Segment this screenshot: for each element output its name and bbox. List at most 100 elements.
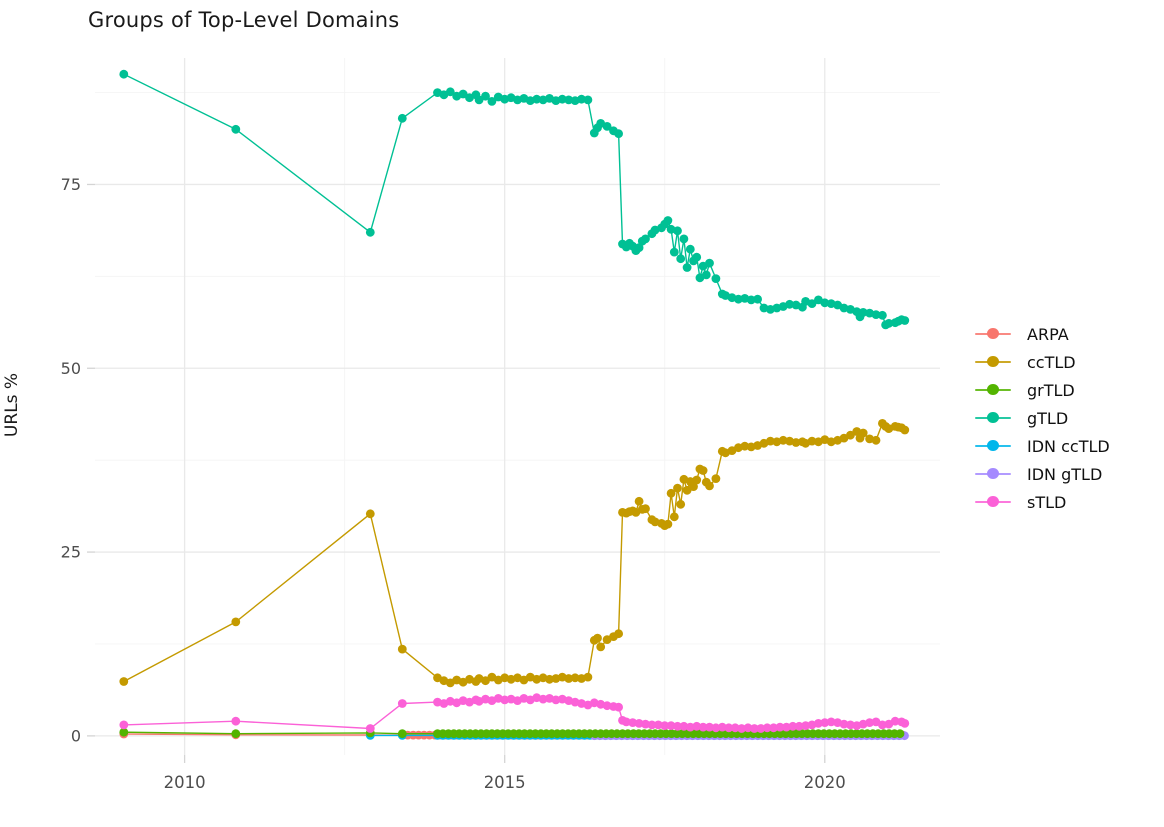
series-gTLD-point [746, 295, 756, 305]
series-gTLD-point [119, 69, 129, 79]
legend-item-IDN-ccTLD: IDN ccTLD [975, 432, 1110, 460]
series-ccTLD-point [740, 441, 750, 451]
legend-item-gTLD: gTLD [975, 404, 1110, 432]
legend-item-sTLD: sTLD [975, 488, 1110, 516]
series-gTLD-point [577, 94, 586, 104]
legend-label: ARPA [1027, 324, 1069, 344]
series-grTLD-point [119, 727, 129, 737]
legend-label: ccTLD [1027, 352, 1076, 372]
series-ccTLD-point [807, 436, 817, 446]
series-ccTLD-point [596, 642, 606, 652]
series-sTLD-point [801, 721, 810, 730]
series-sTLD-point [826, 717, 836, 727]
series-ccTLD-point [634, 496, 644, 506]
legend-key-grTLD [975, 383, 1011, 397]
series-sTLD-point [119, 720, 129, 730]
legend-key-sTLD [975, 495, 1011, 509]
series-gTLD-point [397, 113, 407, 123]
series-sTLD-point [756, 724, 766, 733]
legend-key-dot [987, 468, 999, 479]
series-sTLD-point [750, 724, 759, 733]
series-gTLD-point [858, 308, 868, 317]
series-ccTLD-point [871, 435, 881, 445]
series-gTLD-point [871, 310, 881, 319]
series-sTLD-point [628, 718, 638, 727]
series-ccTLD-point [791, 438, 801, 447]
x-tick-label: 2015 [484, 773, 526, 792]
series-gTLD-point [532, 94, 542, 104]
series-gTLD-point [711, 274, 721, 283]
series-ccTLD-point [669, 512, 679, 522]
legend-label: gTLD [1027, 408, 1069, 428]
series-sTLD-point [900, 719, 910, 728]
series-sTLD-point [846, 720, 855, 730]
legend-key-dot [987, 384, 999, 395]
series-gTLD-point [884, 319, 894, 328]
legend-label: grTLD [1027, 380, 1075, 400]
series-gTLD-point [753, 294, 762, 304]
series-ccTLD-point [676, 499, 686, 509]
series-sTLD-point [775, 722, 785, 732]
series-ccTLD-point [711, 474, 721, 483]
series-ccTLD-point [766, 436, 775, 446]
series-grTLD-point [397, 729, 407, 739]
series-sTLD-point [782, 722, 791, 732]
series-sTLD-point [698, 722, 708, 732]
series-ccTLD-point [682, 485, 692, 495]
series-ccTLD-point [481, 676, 490, 686]
legend-key-IDN-ccTLD [975, 439, 1011, 453]
series-sTLD-point [365, 724, 375, 733]
y-tick-label: 50 [61, 359, 81, 378]
series-gTLD-point [602, 122, 612, 131]
legend-key-dot [987, 328, 999, 339]
series-gTLD-point [458, 89, 468, 99]
series-grTLD-point [895, 729, 905, 739]
series-gTLD-point [676, 254, 686, 264]
series-ccTLD-point [663, 519, 673, 529]
series-sTLD-point [602, 701, 612, 711]
series-sTLD-point [865, 718, 874, 727]
y-tick-label: 75 [61, 175, 81, 194]
series-ccTLD-point [692, 475, 702, 485]
series-sTLD-point [660, 721, 670, 730]
series-grTLD-point [231, 729, 241, 739]
series-gTLD-point [679, 234, 689, 244]
series-sTLD-point [839, 719, 849, 729]
series-ccTLD-point [564, 674, 574, 683]
legend-key-dot [987, 356, 999, 367]
series-gTLD-point [682, 263, 692, 272]
series-sTLD-point [653, 720, 663, 730]
series-ccTLD-point [593, 633, 602, 643]
series-ccTLD-point [673, 483, 682, 493]
series-ccTLD-point [689, 482, 698, 491]
series-sTLD-point [397, 699, 407, 708]
legend-item-ccTLD: ccTLD [975, 348, 1110, 376]
series-gTLD-point [231, 124, 241, 134]
series-ccTLD-point [778, 435, 788, 445]
series-gTLD-point [474, 95, 484, 105]
series-gTLD-point [705, 258, 714, 268]
series-sTLD-point [890, 716, 900, 726]
series-sTLD-point [878, 720, 887, 730]
series-ccTLD-point [231, 617, 241, 627]
series-gTLD-point [634, 243, 644, 253]
series-gTLD-point [734, 294, 743, 304]
legend-item-grTLD: grTLD [975, 376, 1110, 404]
y-tick-label: 25 [61, 543, 81, 562]
series-sTLD-point [794, 721, 804, 731]
series-gTLD-point [673, 226, 682, 236]
series-gTLD-point [445, 87, 455, 97]
series-sTLD-point [679, 721, 689, 731]
series-gTLD-point [614, 129, 623, 139]
series-gTLD-point [820, 298, 830, 308]
series-gTLD-point [900, 316, 910, 325]
legend-label: sTLD [1027, 492, 1067, 512]
legend-key-dot [987, 496, 999, 507]
legend-key-IDN-gTLD [975, 467, 1011, 481]
series-sTLD-point [641, 719, 650, 729]
series-gTLD-point [785, 299, 794, 309]
series-ccTLD-point [614, 629, 623, 639]
series-gTLD-point [669, 247, 679, 257]
